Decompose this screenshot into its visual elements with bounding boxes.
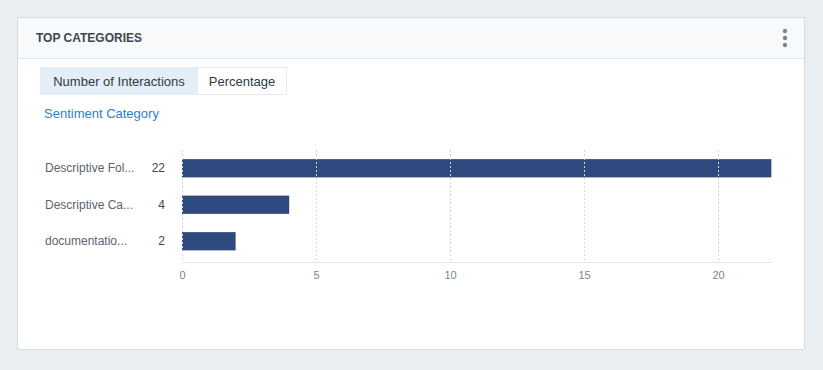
grid <box>183 150 719 262</box>
category-label: Descriptive Ca... <box>45 198 133 212</box>
menu-button[interactable] <box>783 29 787 47</box>
header-separator <box>18 58 804 59</box>
x-tick: 10 <box>444 262 456 281</box>
menu-dot[interactable] <box>783 29 787 33</box>
x-tick-label: 0 <box>179 269 185 281</box>
grid-line <box>316 150 317 262</box>
tab-box[interactable] <box>198 68 287 95</box>
bars <box>182 159 772 250</box>
tab[interactable]: Number of Interactions <box>41 68 198 95</box>
background <box>0 0 823 370</box>
category-label: documentatio... <box>45 234 127 248</box>
subtitle-link[interactable]: Sentiment Category <box>44 106 159 121</box>
chart-title: TOP CATEGORIES <box>36 31 142 45</box>
x-tick-label: 15 <box>578 269 590 281</box>
grid-line <box>584 150 585 262</box>
grid-line <box>182 150 183 262</box>
tab-label[interactable]: Percentage <box>209 74 276 89</box>
card-header <box>18 18 804 58</box>
card <box>18 18 805 350</box>
data-label: 22 <box>152 161 166 175</box>
bar <box>182 196 289 214</box>
x-tick-label: 10 <box>444 269 456 281</box>
category-labels: Descriptive Fol... Descriptive Ca... docum… <box>45 161 134 248</box>
menu-dot[interactable] <box>783 36 787 40</box>
x-tick: 20 <box>712 262 724 281</box>
data-label: 2 <box>158 234 165 248</box>
grid-line <box>450 150 451 262</box>
tab-box[interactable] <box>41 68 198 95</box>
x-tick-label: 20 <box>712 269 724 281</box>
x-axis: 0 5 10 15 20 <box>179 262 772 281</box>
tab[interactable]: Percentage <box>198 68 287 95</box>
bar <box>182 159 772 177</box>
x-tick: 15 <box>578 262 590 281</box>
data-labels: 22 4 2 <box>152 161 166 248</box>
x-tick: 5 <box>313 262 319 281</box>
widget: TOP CATEGORIES Number of Interactions Perc… <box>0 0 823 370</box>
x-axis-line <box>183 262 773 263</box>
menu-dot[interactable] <box>783 43 787 47</box>
data-label: 4 <box>158 198 165 212</box>
grid-line <box>718 150 719 262</box>
category-label: Descriptive Fol... <box>45 161 134 175</box>
x-tick-label: 5 <box>313 269 319 281</box>
x-tick: 0 <box>179 262 185 281</box>
bar <box>182 232 236 250</box>
tab-label[interactable]: Number of Interactions <box>53 74 185 89</box>
